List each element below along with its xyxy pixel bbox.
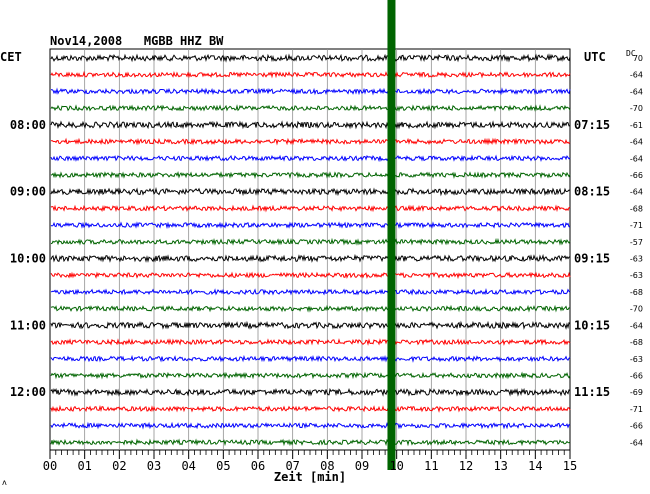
x-tick-label: 06 [251, 459, 265, 473]
dc-value-label: -64 [630, 321, 643, 330]
dc-value-label: -64 [630, 188, 643, 197]
x-tick-label: 03 [147, 459, 161, 473]
dc-value-label: -64 [630, 154, 643, 163]
right-time-label: 09:15 [574, 252, 610, 266]
trace-row [50, 371, 571, 380]
trace-row [50, 304, 571, 313]
trace-row [50, 320, 571, 330]
left-time-label: 11:00 [10, 318, 46, 332]
left-timezone-label: CET [0, 50, 22, 64]
x-tick-label: 12 [459, 459, 473, 473]
trace-row [50, 87, 571, 96]
dc-value-label: -63 [630, 271, 643, 280]
dc-value-label: -70 [630, 305, 643, 314]
dc-value-label: -68 [630, 204, 643, 213]
left-time-label: 09:00 [10, 185, 46, 199]
dc-value-label: -70 [630, 104, 643, 113]
x-tick-label: 10 [389, 459, 403, 473]
right-timezone-label: UTC [584, 50, 606, 64]
dc-value-label: -71 [630, 405, 643, 414]
plot-title: Nov14,2008 MGBB HHZ BW [50, 34, 224, 48]
dc-header-label: DC [626, 49, 636, 58]
dc-value-label: -68 [630, 338, 643, 347]
trace-row [50, 253, 571, 263]
trace-row [50, 70, 571, 79]
x-tick-label: 01 [77, 459, 91, 473]
x-tick-label: 07 [285, 459, 299, 473]
x-tick-label: 09 [355, 459, 369, 473]
dc-value-label: -64 [630, 138, 643, 147]
trace-row [50, 421, 571, 430]
x-tick-label: 15 [563, 459, 577, 473]
right-time-label: 07:15 [574, 118, 610, 132]
trace-row [50, 354, 571, 363]
event-marker [387, 0, 396, 470]
x-tick-label: 00 [43, 459, 57, 473]
trace-row [50, 237, 571, 246]
trace-row [50, 271, 571, 280]
left-time-label: 10:00 [10, 252, 46, 266]
dc-value-label: -63 [630, 355, 643, 364]
dc-value-label: -57 [630, 238, 643, 247]
seismic-traces [50, 53, 571, 447]
trace-row [50, 186, 571, 197]
trace-row [50, 288, 571, 296]
x-tick-label: 08 [320, 459, 334, 473]
trace-row [50, 171, 571, 179]
dc-value-label: -63 [630, 255, 643, 264]
trace-row [50, 338, 571, 346]
trace-row [50, 53, 571, 63]
trace-row [50, 120, 571, 130]
trace-row [50, 154, 571, 163]
dc-value-label: -66 [630, 422, 643, 431]
trace-row [50, 387, 571, 397]
dc-value-label: -69 [630, 388, 643, 397]
dc-value-label: -66 [630, 171, 643, 180]
axis-labels: 00 01 02 03 04 05 06 07 08 09 10 11 12 13 14 15 Zeit [mi… [10, 54, 643, 484]
dc-value-label: -64 [630, 87, 643, 96]
x-tick-label: 14 [528, 459, 542, 473]
corner-mark: ʌ [2, 478, 7, 487]
trace-row [50, 137, 571, 146]
dc-value-label: -64 [630, 71, 643, 80]
dc-value-label: 70 [633, 54, 643, 63]
dc-value-label: -68 [630, 288, 643, 297]
x-tick-label: 04 [181, 459, 195, 473]
right-time-label: 10:15 [574, 318, 610, 332]
x-tick-label: 13 [493, 459, 507, 473]
left-time-label: 12:00 [10, 385, 46, 399]
trace-row [50, 104, 571, 112]
x-tick-label: 05 [216, 459, 230, 473]
left-time-label: 08:00 [10, 118, 46, 132]
event-marker-band [387, 0, 396, 470]
plot-grid [49, 48, 571, 459]
x-tick-label: 11 [424, 459, 438, 473]
x-axis-label: Zeit [min] [274, 470, 346, 484]
right-time-label: 08:15 [574, 185, 610, 199]
trace-row [50, 221, 571, 230]
trace-row [50, 404, 571, 413]
dc-value-label: -71 [630, 221, 643, 230]
trace-row [50, 438, 571, 447]
dc-value-label: -64 [630, 438, 643, 447]
right-time-label: 11:15 [574, 385, 610, 399]
dc-value-label: -66 [630, 371, 643, 380]
trace-row [50, 204, 571, 213]
x-tick-label: 02 [112, 459, 126, 473]
dc-value-label: -61 [630, 121, 643, 130]
